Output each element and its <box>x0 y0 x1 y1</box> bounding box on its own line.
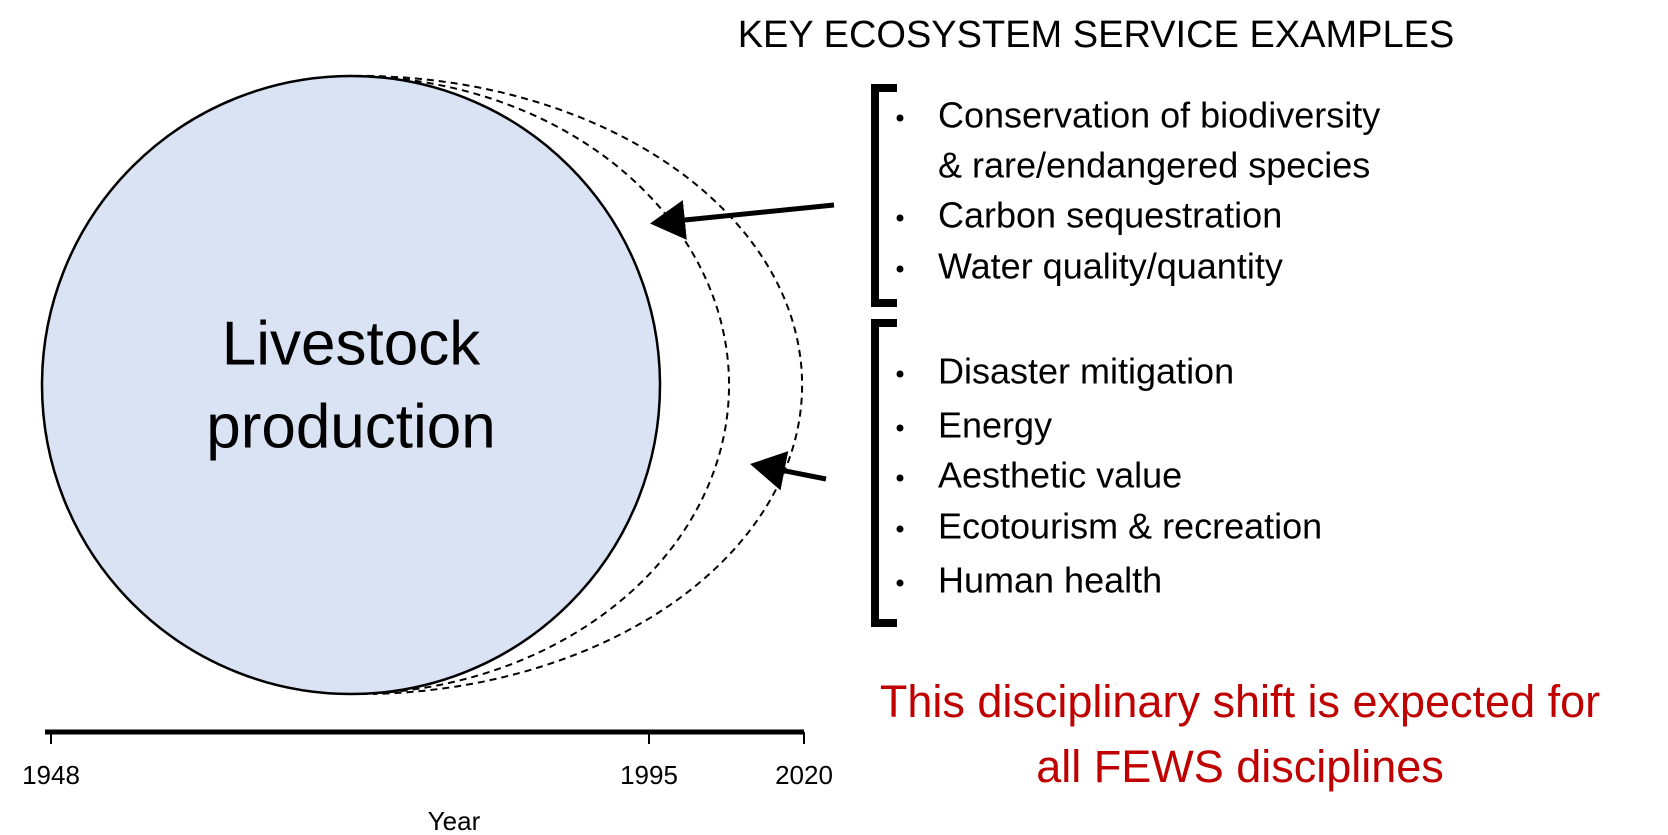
timeline-tick-label: 2020 <box>775 760 833 790</box>
service-item: Ecotourism & recreation <box>938 506 1322 547</box>
arrow <box>750 451 827 491</box>
future-boundary-2 <box>342 74 804 695</box>
service-item: Conservation of biodiversity <box>938 95 1380 136</box>
bullet <box>896 525 904 533</box>
bullet <box>896 265 904 273</box>
service-item: Disaster mitigation <box>938 351 1234 392</box>
service-item: Water quality/quantity <box>938 246 1283 287</box>
service-item: Aesthetic value <box>938 455 1182 496</box>
title: KEY ECOSYSTEM SERVICE EXAMPLES <box>738 14 1455 56</box>
bullet <box>896 579 904 587</box>
note: This disciplinary shift is expected for <box>880 676 1600 727</box>
livestock-circle <box>40 74 662 696</box>
bullet <box>896 214 904 222</box>
circle-label: production <box>206 392 496 461</box>
circle-label: Livestock <box>222 309 481 378</box>
bullet <box>896 370 904 378</box>
arrow <box>650 200 835 240</box>
timeline-tick-label: 1995 <box>620 760 678 790</box>
bracket <box>871 84 897 307</box>
note: all FEWS disciplines <box>1036 741 1444 792</box>
timeline-label: Year <box>428 806 481 835</box>
service-item: Energy <box>938 405 1052 446</box>
service-item: & rare/endangered species <box>938 145 1370 186</box>
service-item: Human health <box>938 560 1162 601</box>
bullet <box>896 424 904 432</box>
bullet <box>896 474 904 482</box>
service-item: Carbon sequestration <box>938 195 1282 236</box>
bracket <box>871 319 897 627</box>
future-boundary-1 <box>342 74 730 695</box>
timeline-tick-label: 1948 <box>22 760 80 790</box>
bullet <box>896 114 904 122</box>
